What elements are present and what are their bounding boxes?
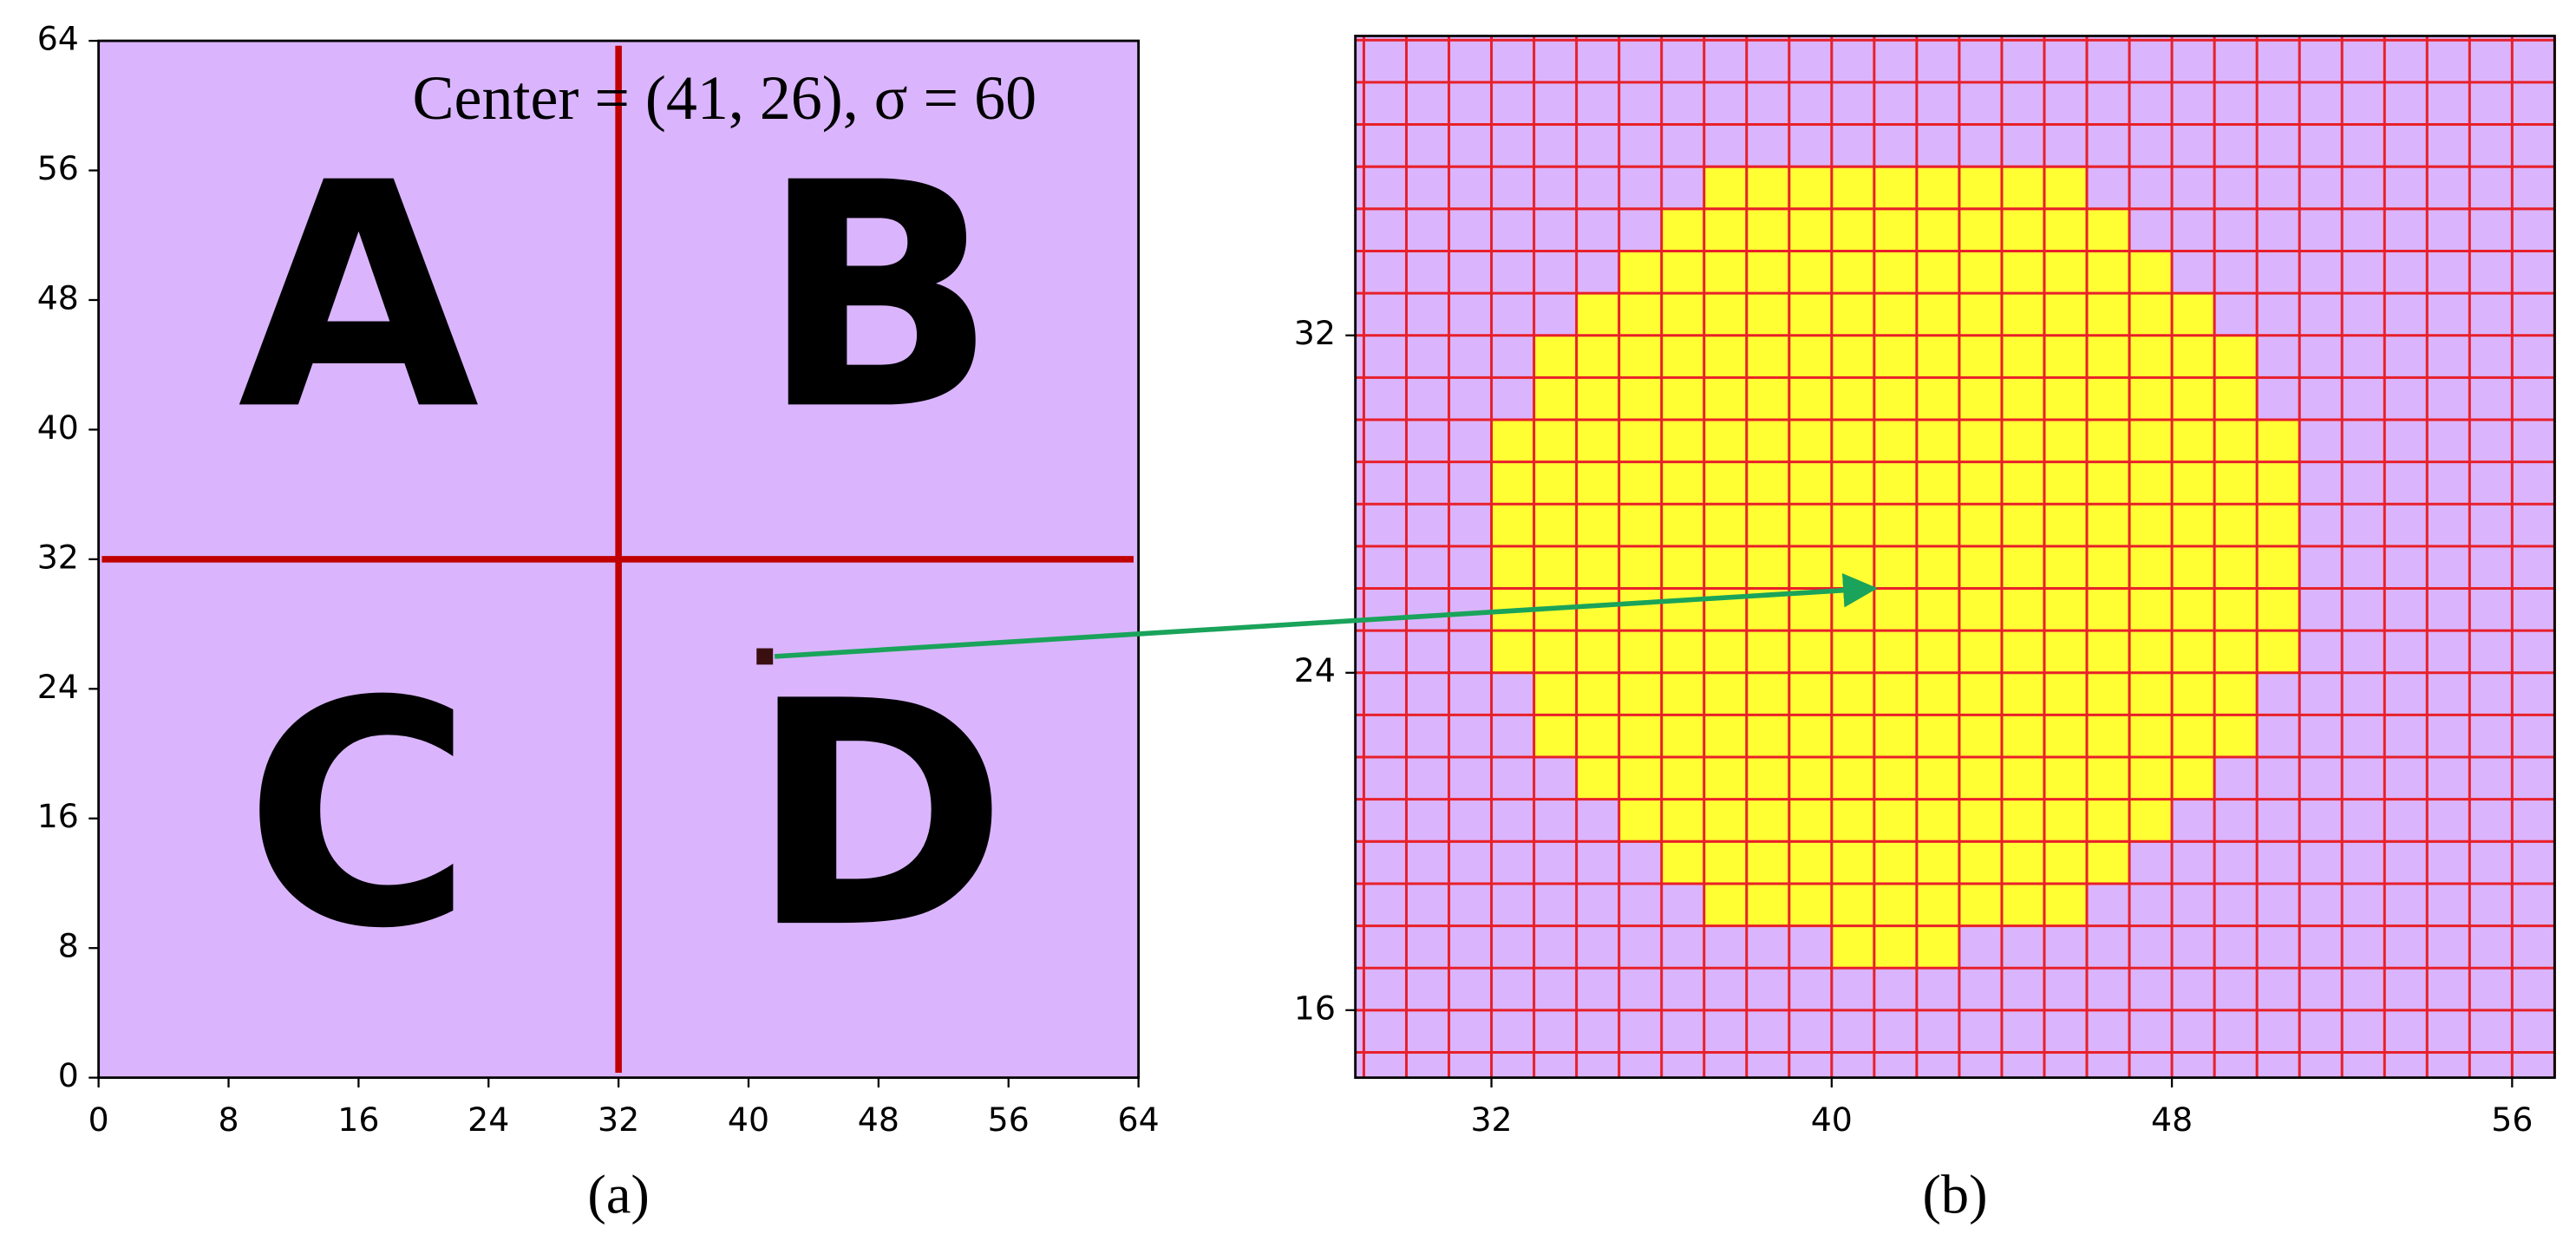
x-tick-label: 64 — [1118, 1101, 1160, 1139]
y-tick-label: 32 — [37, 538, 79, 576]
y-tick-label: 8 — [58, 927, 79, 965]
quadrant-label: A — [238, 116, 481, 478]
quadrant-label: C — [244, 635, 473, 996]
quadrant-label: D — [749, 635, 1009, 996]
filled-cells — [1703, 167, 2088, 209]
x-tick-label: 56 — [2491, 1101, 2533, 1139]
filled-cells — [1491, 504, 2300, 546]
filled-cells — [1491, 419, 2300, 462]
filled-cells — [1491, 588, 2300, 631]
y-tick-label: 32 — [1294, 314, 1336, 352]
y-tick-label: 48 — [37, 279, 79, 317]
y-tick-label: 24 — [1294, 651, 1336, 689]
center-point — [756, 648, 774, 665]
x-tick-label: 40 — [1811, 1101, 1853, 1139]
filled-cells — [1618, 251, 2173, 294]
caption: (a) — [587, 1164, 649, 1225]
connector-arrow — [774, 572, 1878, 659]
x-tick-label: 16 — [337, 1101, 379, 1139]
filled-cells — [1661, 208, 2130, 251]
filled-cells — [1533, 672, 2258, 715]
x-tick-label: 32 — [598, 1101, 639, 1139]
chart-title: Center = (41, 26), σ = 60 — [413, 63, 1037, 133]
y-tick-label: 24 — [37, 668, 79, 706]
x-tick-label: 56 — [988, 1101, 1030, 1139]
x-tick-label: 0 — [88, 1101, 109, 1139]
x-tick-label: 8 — [218, 1101, 239, 1139]
quadrant-label: B — [760, 116, 997, 478]
filled-cells — [1703, 883, 2088, 926]
y-tick-label: 16 — [37, 797, 79, 835]
caption: (b) — [1922, 1164, 1987, 1225]
y-tick-label: 64 — [37, 20, 79, 58]
filled-cells — [1831, 925, 1959, 969]
x-tick-label: 48 — [2151, 1101, 2193, 1139]
filled-cells — [1533, 715, 2258, 758]
filled-cells — [1491, 461, 2300, 505]
filled-cells — [1576, 293, 2215, 336]
axes-frame — [1354, 35, 2556, 1080]
y-tick-label: 16 — [1294, 989, 1336, 1027]
filled-cells — [1618, 799, 2173, 842]
x-tick-label: 48 — [858, 1101, 899, 1139]
x-tick-label: 40 — [728, 1101, 769, 1139]
y-tick-label: 40 — [37, 408, 79, 447]
filled-cells — [1491, 545, 2300, 589]
filled-cells — [1491, 630, 2300, 673]
x-tick-label: 24 — [467, 1101, 509, 1139]
filled-cells — [1533, 377, 2258, 420]
filled-cells — [1661, 841, 2130, 884]
y-tick-label: 56 — [37, 149, 79, 187]
filled-cells — [1576, 757, 2215, 800]
x-tick-label: 32 — [1470, 1101, 1512, 1139]
y-tick-label: 0 — [58, 1056, 79, 1094]
filled-cells — [1533, 335, 2258, 378]
